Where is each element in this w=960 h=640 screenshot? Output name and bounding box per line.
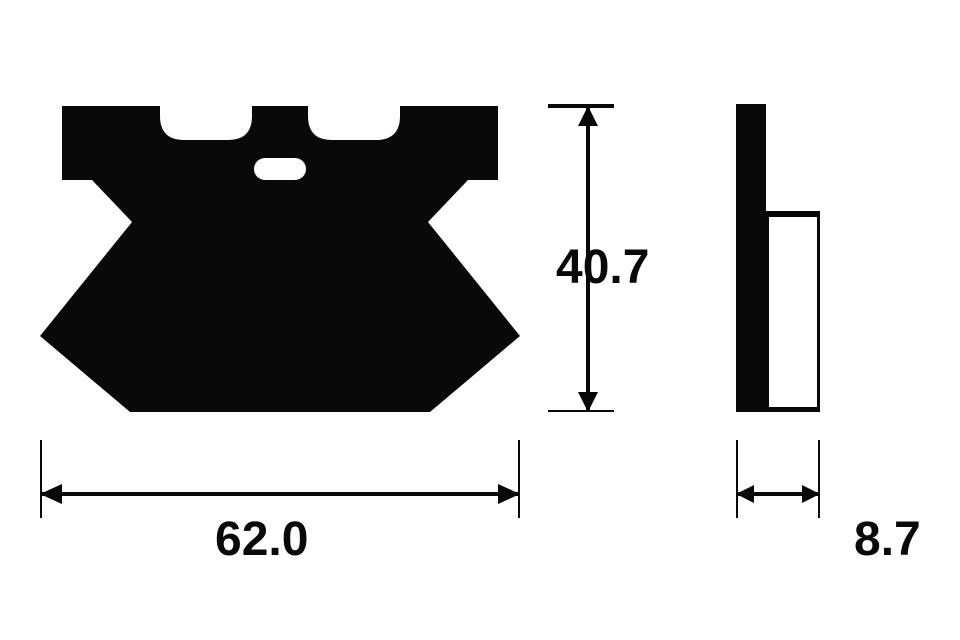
diagram-canvas: 62.0 40.7 8.7 xyxy=(0,0,960,640)
width-label: 62.0 xyxy=(215,512,308,567)
side-view-svg xyxy=(736,62,820,412)
height-dimension xyxy=(548,62,628,412)
thickness-dim-svg xyxy=(736,440,820,530)
height-dim-svg xyxy=(548,62,628,412)
front-view xyxy=(40,62,520,412)
pad-outline xyxy=(766,214,820,410)
thickness-dimension xyxy=(736,440,820,530)
arrow-left xyxy=(736,485,754,503)
arrow-bottom xyxy=(578,392,598,412)
arrow-right xyxy=(802,485,820,503)
side-view xyxy=(736,62,820,412)
height-label: 40.7 xyxy=(556,240,649,295)
front-view-svg xyxy=(40,62,520,412)
pad-front-silhouette xyxy=(40,106,520,412)
arrow-right xyxy=(498,484,520,504)
thickness-label: 8.7 xyxy=(854,512,921,567)
arrow-top xyxy=(578,106,598,126)
pad-slot xyxy=(254,158,306,180)
backplate xyxy=(736,104,766,412)
arrow-left xyxy=(40,484,62,504)
